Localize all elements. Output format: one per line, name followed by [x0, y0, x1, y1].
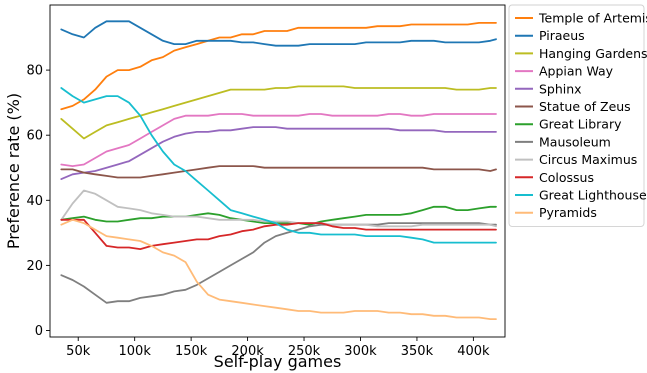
x-tick-label: 150k [175, 344, 208, 359]
legend-label: Colossus [539, 170, 594, 185]
series-line-9 [60, 218, 497, 250]
legend-label: Hanging Gardens [539, 46, 647, 61]
series-line-5 [60, 165, 497, 179]
legend-label: Mausoleum [539, 134, 611, 149]
series-line-4 [60, 126, 497, 180]
plot-frame [49, 4, 506, 338]
series-line-0 [60, 22, 497, 111]
x-tick-label: 200k [231, 344, 264, 359]
x-tick-label: 350k [401, 344, 434, 359]
legend: Temple of Artemis Piraeus Hanging Gardens A… [508, 4, 647, 227]
legend-label: Piraeus [539, 28, 585, 43]
series-line-10 [60, 87, 497, 244]
y-tick-label: 40 [26, 194, 43, 209]
series-line-3 [60, 113, 497, 167]
x-axis-label: Self-play games [214, 352, 342, 371]
y-tick-label: 20 [26, 259, 43, 274]
x-tick-label: 50k [66, 344, 91, 359]
series-line-7 [60, 222, 497, 304]
series-line-6 [60, 205, 497, 226]
x-tick-label: 400k [457, 344, 490, 359]
series-line-2 [60, 85, 497, 140]
legend-label: Pyramids [539, 205, 597, 220]
legend-label: Appian Way [539, 64, 614, 79]
legend-label: Great Lighthouse [539, 188, 647, 203]
legend-label: Temple of Artemis [538, 11, 647, 26]
x-axis: 50k 100k 150k 200k 250k 300k 350k 400k [66, 337, 490, 359]
legend-box [508, 4, 645, 227]
y-axis: 0 20 40 60 80 [26, 64, 50, 339]
x-tick-label: 300k [344, 344, 377, 359]
series-line-8 [60, 189, 497, 228]
series-line-11 [60, 218, 497, 320]
y-tick-label: 60 [26, 129, 43, 144]
y-axis-label: Preference rate (%) [4, 93, 23, 249]
y-tick-label: 0 [35, 324, 43, 339]
legend-label: Circus Maximus [539, 152, 637, 167]
legend-label: Great Library [539, 117, 622, 132]
x-tick-label: 250k [288, 344, 321, 359]
legend-label: Sphinx [539, 81, 582, 96]
y-tick-label: 80 [26, 64, 43, 79]
series-line-1 [60, 20, 497, 47]
x-tick-label: 100k [119, 344, 152, 359]
legend-label: Statue of Zeus [539, 99, 631, 114]
plot-lines [60, 20, 497, 320]
